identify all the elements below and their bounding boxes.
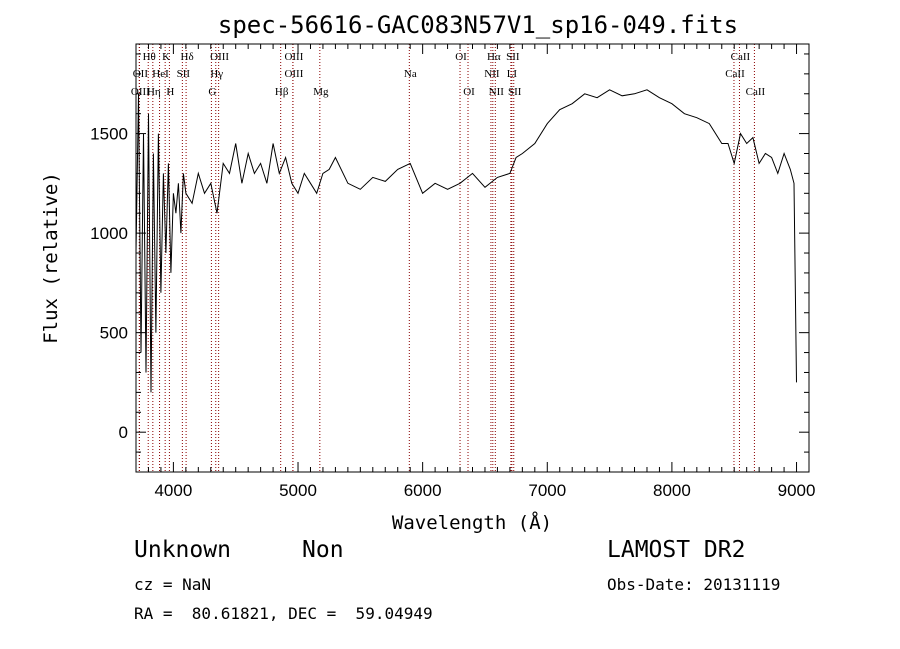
x-axis-ticks: 4000 5000 6000 7000 8000 9000: [135, 44, 816, 500]
class-label: Unknown: [134, 537, 231, 563]
line-label-19: Hη: [147, 86, 161, 98]
line-label-27: CaII: [746, 86, 766, 98]
line-label-5: OI: [455, 51, 467, 63]
x-tick-label-0: 4000: [154, 481, 192, 500]
line-label-14: Na: [404, 68, 417, 80]
line-label-20: H: [166, 86, 174, 98]
line-label-16: LI: [507, 68, 518, 80]
line-label-6: Hα: [487, 51, 501, 63]
x-tick-label-3: 7000: [528, 481, 566, 500]
y-tick-label-2: 1000: [90, 224, 128, 243]
x-tick-label-1: 5000: [279, 481, 317, 500]
line-label-25: NII: [489, 86, 505, 98]
obs-date: Obs-Date: 20131119: [607, 575, 781, 594]
line-label-3: OIII: [210, 51, 229, 63]
line-label-23: Mg: [313, 86, 329, 98]
line-label-7: SII: [506, 51, 520, 63]
spectrum-line: [135, 89, 797, 393]
line-label-8: CaII: [731, 51, 751, 63]
line-label-2: Hδ: [181, 51, 194, 63]
line-label-11: SII: [177, 68, 191, 80]
line-label-24: OI: [463, 86, 475, 98]
line-label-15: NII: [484, 68, 500, 80]
x-tick-label-2: 6000: [404, 481, 442, 500]
y-axis-ticks: 0 500 1000 1500: [90, 53, 809, 473]
line-label-13: OIII: [284, 68, 303, 80]
line-label-21: G: [208, 86, 216, 98]
y-tick-label-1: 500: [100, 324, 128, 343]
x-tick-label-4: 8000: [653, 481, 691, 500]
line-label-17: CaII: [725, 68, 745, 80]
line-label-26: SII: [508, 86, 522, 98]
spectral-line-markers: [138, 44, 755, 472]
line-label-10: HeI: [152, 68, 169, 80]
y-tick-label-0: 0: [119, 423, 128, 442]
line-label-22: Hβ: [275, 86, 289, 98]
coordinates: RA = 80.61821, DEC = 59.04949: [134, 604, 433, 623]
line-label-0: Hθ: [143, 51, 156, 63]
x-axis-label: Wavelength (Å): [392, 511, 552, 534]
chart-title: spec-56616-GAC083N57V1_sp16-049.fits: [218, 11, 738, 39]
y-axis-label: Flux (relative): [40, 172, 62, 344]
survey-label: LAMOST DR2: [607, 537, 746, 563]
plot-frame: [135, 43, 810, 473]
y-tick-label-3: 1500: [90, 125, 128, 144]
line-label-12: Hγ: [210, 68, 223, 80]
x-tick-label-5: 9000: [778, 481, 816, 500]
cz-value: cz = NaN: [134, 575, 212, 594]
line-label-1: K: [162, 51, 170, 63]
line-label-4: OIII: [284, 51, 303, 63]
subclass-label: Non: [302, 537, 344, 563]
